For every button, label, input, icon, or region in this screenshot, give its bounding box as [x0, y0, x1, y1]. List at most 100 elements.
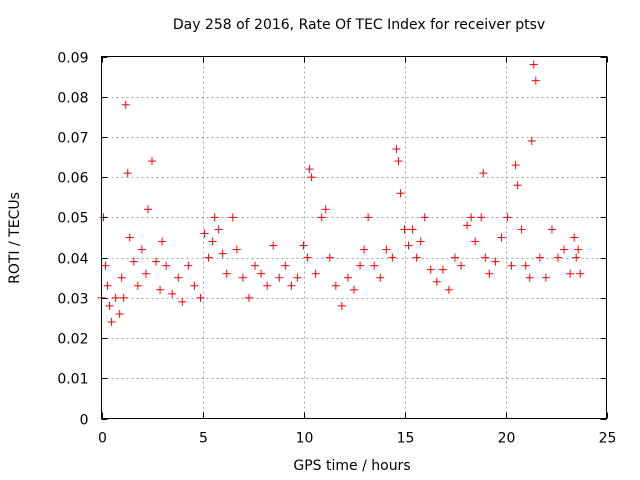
data-point — [214, 225, 223, 234]
data-point — [210, 213, 219, 222]
y-tick-label: 0.08 — [57, 91, 88, 107]
data-point — [350, 285, 358, 294]
data-point — [491, 257, 500, 266]
data-point — [162, 261, 171, 270]
plot-frame — [101, 56, 607, 419]
data-point — [376, 273, 385, 282]
data-point — [511, 161, 520, 170]
axis-ticks — [101, 56, 608, 420]
data-point — [107, 317, 116, 326]
data-point — [168, 289, 177, 298]
data-point — [438, 265, 447, 274]
data-point — [178, 297, 187, 306]
data-point — [382, 245, 391, 254]
data-point — [244, 293, 253, 302]
data-point — [148, 157, 156, 166]
data-point — [232, 245, 241, 254]
y-tick-label: 0.04 — [57, 252, 88, 268]
data-point — [275, 273, 284, 282]
data-point — [574, 245, 583, 254]
data-point — [416, 237, 425, 246]
data-point — [554, 253, 563, 262]
data-point — [125, 233, 134, 242]
data-point — [497, 233, 506, 242]
y-tick-label: 0.06 — [57, 171, 88, 187]
data-point — [404, 241, 413, 250]
data-point — [412, 253, 421, 262]
data-point — [388, 253, 397, 262]
data-point — [503, 213, 512, 222]
data-points — [97, 60, 585, 326]
data-point — [204, 253, 213, 262]
data-point — [222, 269, 231, 278]
data-point — [200, 229, 209, 238]
data-point — [196, 293, 205, 302]
data-point — [111, 293, 120, 302]
data-point — [525, 273, 534, 282]
data-point — [208, 237, 217, 246]
data-point — [360, 245, 369, 254]
data-point — [293, 273, 302, 282]
y-tick-label: 0.01 — [57, 372, 88, 388]
x-tick-label: 5 — [199, 431, 208, 447]
data-point — [190, 281, 199, 290]
data-point — [531, 76, 540, 85]
chart-title: Day 258 of 2016, Rate Of TEC Index for r… — [173, 17, 545, 33]
data-point — [471, 237, 480, 246]
x-axis-label: GPS time / hours — [293, 458, 410, 474]
data-point — [263, 281, 272, 290]
data-point — [174, 273, 183, 282]
data-point — [457, 261, 466, 270]
data-point — [299, 241, 308, 250]
data-point — [400, 225, 409, 234]
data-point — [337, 301, 346, 310]
data-point — [541, 273, 550, 282]
data-point — [392, 145, 401, 154]
data-point — [321, 205, 330, 214]
x-tick-label: 25 — [599, 431, 617, 447]
data-point — [184, 261, 193, 270]
data-point — [364, 213, 373, 222]
data-point — [479, 169, 488, 178]
data-point — [133, 281, 142, 290]
data-point — [257, 269, 266, 278]
y-tick-label: 0 — [80, 413, 89, 429]
data-point — [463, 221, 472, 230]
data-point — [408, 225, 417, 234]
data-point — [218, 249, 227, 258]
data-point — [529, 60, 538, 69]
data-point — [303, 253, 312, 262]
data-point — [396, 189, 405, 198]
data-point — [317, 213, 326, 222]
data-point — [477, 213, 486, 222]
data-point — [121, 100, 130, 109]
data-point — [576, 269, 585, 278]
x-tick-label: 15 — [397, 431, 415, 447]
data-point — [251, 261, 260, 270]
data-point — [137, 245, 146, 254]
x-tick-label: 20 — [498, 431, 516, 447]
data-point — [115, 309, 124, 318]
data-point — [117, 273, 126, 282]
data-point — [325, 253, 334, 262]
data-point — [119, 293, 128, 302]
data-point — [158, 237, 167, 246]
y-tick-label: 0.02 — [57, 332, 88, 348]
y-tick-label: 0.09 — [57, 51, 88, 67]
y-tick-label: 0.07 — [57, 131, 88, 147]
data-point — [287, 281, 296, 290]
data-point — [572, 253, 581, 262]
data-point — [141, 269, 150, 278]
data-point — [507, 261, 516, 270]
x-tick-label: 10 — [296, 431, 314, 447]
data-point — [356, 261, 365, 270]
data-point — [143, 205, 152, 214]
data-point — [547, 225, 556, 234]
data-point — [513, 181, 522, 190]
data-point — [394, 157, 403, 166]
data-point — [444, 285, 453, 294]
data-point — [281, 261, 290, 270]
data-point — [152, 257, 161, 266]
data-point — [343, 273, 352, 282]
